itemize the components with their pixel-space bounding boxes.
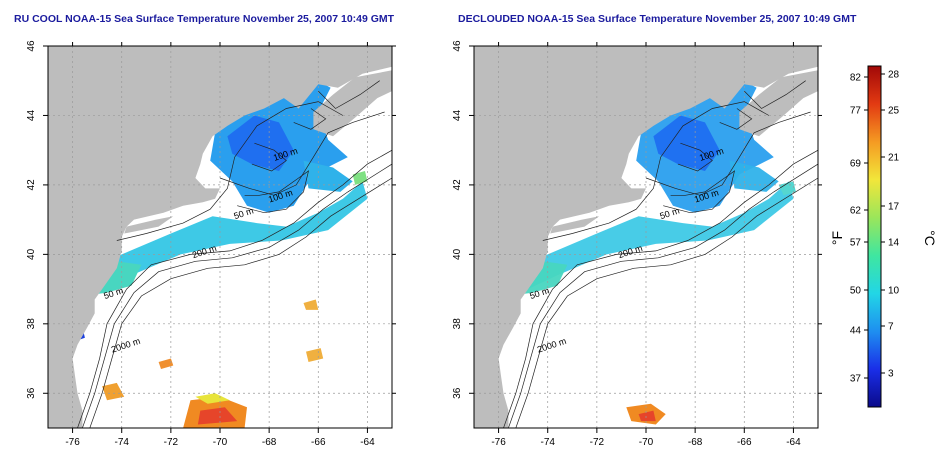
x-tick-label: -72 — [164, 437, 179, 448]
fahrenheit-tick-label: 37 — [850, 374, 862, 385]
y-tick-label: 46 — [452, 40, 463, 52]
x-tick-label: -74 — [540, 437, 555, 448]
isobath-line — [318, 80, 380, 109]
y-tick-label: 38 — [452, 318, 463, 330]
sst-patch — [303, 160, 353, 192]
isobath-line — [82, 163, 392, 428]
isobath-line — [515, 177, 818, 428]
isobath-line — [542, 101, 770, 241]
sst-patch — [729, 160, 779, 192]
land-mass — [48, 46, 392, 428]
x-tick-label: -68 — [262, 437, 277, 448]
y-tick-label: 42 — [452, 179, 463, 191]
sst-patch — [306, 348, 324, 362]
y-tick-label: 44 — [452, 110, 463, 122]
y-tick-label: 36 — [26, 387, 37, 399]
y-tick-label: 44 — [26, 110, 37, 122]
x-tick-label: -64 — [360, 437, 375, 448]
isobath-line — [293, 108, 327, 130]
celsius-tick-label: 21 — [888, 153, 900, 164]
fahrenheit-tick-label: 77 — [850, 106, 862, 117]
land-mass — [474, 46, 818, 428]
isobath-line — [219, 111, 385, 196]
isobath-line — [677, 142, 713, 172]
isobath-line — [503, 149, 818, 428]
isobath-line — [77, 149, 392, 428]
fahrenheit-unit-label: °F — [829, 231, 845, 245]
celsius-tick-label: 10 — [888, 286, 900, 297]
celsius-tick-label: 7 — [888, 322, 894, 333]
y-tick-label: 38 — [26, 318, 37, 330]
sst-patch — [303, 299, 319, 310]
fahrenheit-tick-label: 50 — [850, 286, 862, 297]
x-tick-label: -74 — [114, 437, 129, 448]
land-mass — [739, 70, 818, 137]
fahrenheit-tick-label: 69 — [850, 159, 862, 170]
isobath-line — [663, 170, 736, 214]
sst-patch — [653, 115, 720, 171]
land-mass — [550, 216, 600, 234]
x-tick-label: -70 — [213, 437, 228, 448]
x-tick-label: -66 — [311, 437, 326, 448]
x-tick-label: -68 — [688, 437, 703, 448]
sst-patch — [227, 115, 294, 171]
y-tick-label: 42 — [26, 179, 37, 191]
y-tick-label: 40 — [26, 248, 37, 260]
sst-patch — [197, 407, 238, 425]
sst-patch — [158, 358, 174, 369]
celsius-tick-label: 14 — [888, 238, 900, 249]
sst-patch — [84, 181, 368, 296]
isobath-line — [744, 80, 806, 109]
x-tick-label: -76 — [491, 437, 506, 448]
x-tick-label: -76 — [65, 437, 80, 448]
land-mass — [313, 70, 392, 137]
land-mass — [124, 216, 174, 234]
sst-patch — [638, 410, 656, 422]
fahrenheit-tick-label: 62 — [850, 206, 862, 217]
x-tick-label: -66 — [737, 437, 752, 448]
x-tick-label: -64 — [786, 437, 801, 448]
isobath-line — [116, 101, 344, 241]
y-tick-label: 40 — [452, 248, 463, 260]
x-tick-label: -72 — [590, 437, 605, 448]
fahrenheit-tick-label: 44 — [850, 326, 862, 337]
sst-patch — [102, 382, 125, 401]
celsius-tick-label: 3 — [888, 369, 894, 380]
fahrenheit-tick-label: 57 — [850, 238, 862, 249]
colorbar-gradient — [867, 65, 882, 408]
right-map-title: DECLOUDED NOAA-15 Sea Surface Temperatur… — [458, 13, 857, 25]
isobath-line — [237, 170, 310, 214]
y-tick-label: 46 — [26, 40, 37, 52]
y-tick-label: 36 — [452, 387, 463, 399]
celsius-unit-label: °C — [922, 230, 938, 246]
sst-patch — [195, 393, 230, 404]
isobath-line — [251, 142, 287, 172]
sst-patch — [510, 181, 794, 296]
celsius-tick-label: 25 — [888, 106, 900, 117]
celsius-tick-label: 28 — [888, 70, 900, 81]
left-map-title: RU COOL NOAA-15 Sea Surface Temperature … — [14, 13, 395, 25]
temperature-colorbar: 82 77 69 62 57 50 44 37 28 25 21 17 14 10 7 3 °F °C — [829, 65, 938, 408]
sst-patch — [352, 171, 368, 185]
isobath-line — [89, 177, 392, 428]
celsius-tick-label: 17 — [888, 202, 900, 213]
isobath-line — [645, 111, 811, 196]
isobath-line — [508, 163, 818, 428]
sst-patch — [778, 181, 796, 196]
isobath-line — [719, 108, 753, 130]
x-tick-label: -70 — [639, 437, 654, 448]
fahrenheit-tick-label: 82 — [850, 73, 862, 84]
